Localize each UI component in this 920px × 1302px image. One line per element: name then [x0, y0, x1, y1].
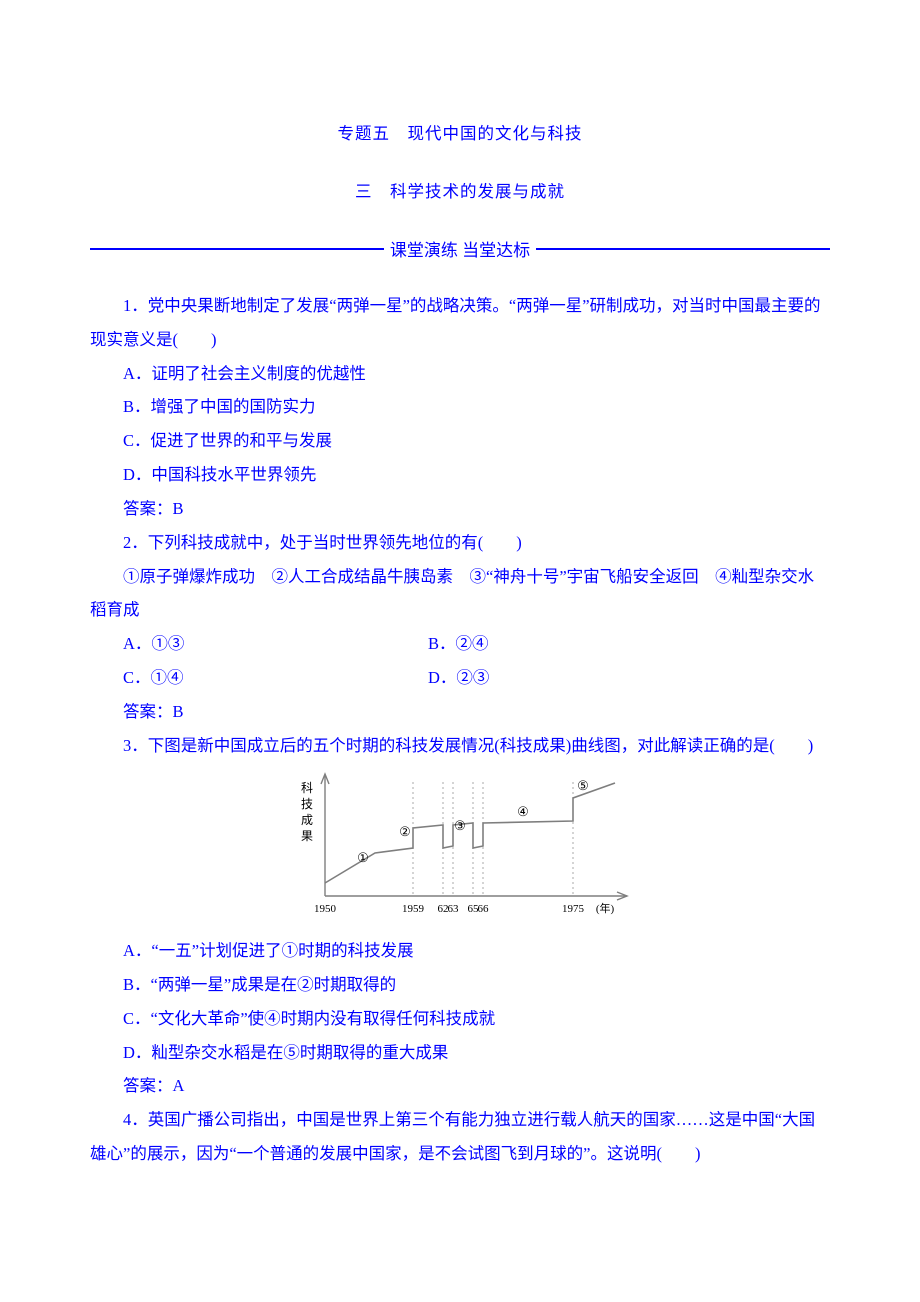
q3-chart-svg: 科技成果①②③④⑤19501959626365661975(年): [285, 768, 635, 918]
svg-text:⑤: ⑤: [577, 778, 589, 793]
q2-answer: 答案：B: [90, 695, 830, 729]
topic-title: 专题五 现代中国的文化与科技: [90, 120, 830, 144]
q1-option-d: D．中国科技水平世界领先: [90, 458, 830, 492]
q2-option-b: B．②④: [395, 627, 489, 661]
q2-option-a: A．①③: [90, 627, 395, 661]
q2-option-row-1: A．①③ B．②④: [90, 627, 830, 661]
q2-option-d: D．②③: [395, 661, 489, 695]
question-2: 2．下列科技成就中，处于当时世界领先地位的有( ) ①原子弹爆炸成功 ②人工合成…: [90, 526, 830, 729]
practice-banner: 课堂演练 当堂达标: [90, 236, 830, 261]
svg-text:(年): (年): [596, 901, 615, 915]
q4-stem: 4．英国广播公司指出，中国是世界上第三个有能力独立进行载人航天的国家……这是中国…: [90, 1103, 830, 1171]
q1-stem: 1．党中央果断地制定了发展“两弹一星”的战略决策。“两弹一星”研制成功，对当时中…: [90, 289, 830, 357]
svg-text:③: ③: [454, 818, 466, 833]
svg-text:①: ①: [357, 850, 369, 865]
q2-option-c: C．①④: [90, 661, 395, 695]
svg-text:果: 果: [301, 829, 313, 843]
section-subtitle: 三 科学技术的发展与成就: [90, 178, 830, 202]
svg-text:1959: 1959: [402, 903, 425, 915]
q1-answer: 答案：B: [90, 492, 830, 526]
q3-option-d: D．籼型杂交水稻是在⑤时期取得的重大成果: [90, 1036, 830, 1070]
q2-substem: ①原子弹爆炸成功 ②人工合成结晶牛胰岛素 ③“神舟十号”宇宙飞船安全返回 ④籼型…: [90, 560, 830, 628]
q3-option-b: B．“两弹一星”成果是在②时期取得的: [90, 968, 830, 1002]
q1-option-a: A．证明了社会主义制度的优越性: [90, 357, 830, 391]
svg-text:科: 科: [301, 781, 313, 795]
q3-stem: 3．下图是新中国成立后的五个时期的科技发展情况(科技成果)曲线图，对此解读正确的…: [90, 729, 830, 763]
q3-option-a: A．“一五”计划促进了①时期的科技发展: [90, 934, 830, 968]
svg-text:成: 成: [301, 813, 313, 827]
banner-rule-right: [536, 248, 830, 250]
svg-text:66: 66: [478, 903, 490, 915]
svg-text:技: 技: [301, 797, 313, 811]
q2-option-row-2: C．①④ D．②③: [90, 661, 830, 695]
q3-option-c: C．“文化大革命”使④时期内没有取得任何科技成就: [90, 1002, 830, 1036]
svg-text:63: 63: [448, 903, 460, 915]
banner-label: 课堂演练 当堂达标: [384, 236, 536, 261]
question-4: 4．英国广播公司指出，中国是世界上第三个有能力独立进行载人航天的国家……这是中国…: [90, 1103, 830, 1171]
q1-option-b: B．增强了中国的国防实力: [90, 390, 830, 424]
svg-text:④: ④: [517, 804, 529, 819]
q2-stem: 2．下列科技成就中，处于当时世界领先地位的有( ): [90, 526, 830, 560]
q3-figure: 科技成果①②③④⑤19501959626365661975(年): [90, 768, 830, 930]
q3-answer: 答案：A: [90, 1069, 830, 1103]
q1-option-c: C．促进了世界的和平与发展: [90, 424, 830, 458]
svg-text:②: ②: [399, 824, 411, 839]
svg-text:1975: 1975: [562, 903, 585, 915]
question-1: 1．党中央果断地制定了发展“两弹一星”的战略决策。“两弹一星”研制成功，对当时中…: [90, 289, 830, 526]
banner-rule-left: [90, 248, 384, 250]
question-3: 3．下图是新中国成立后的五个时期的科技发展情况(科技成果)曲线图，对此解读正确的…: [90, 729, 830, 1104]
svg-text:1950: 1950: [314, 903, 337, 915]
